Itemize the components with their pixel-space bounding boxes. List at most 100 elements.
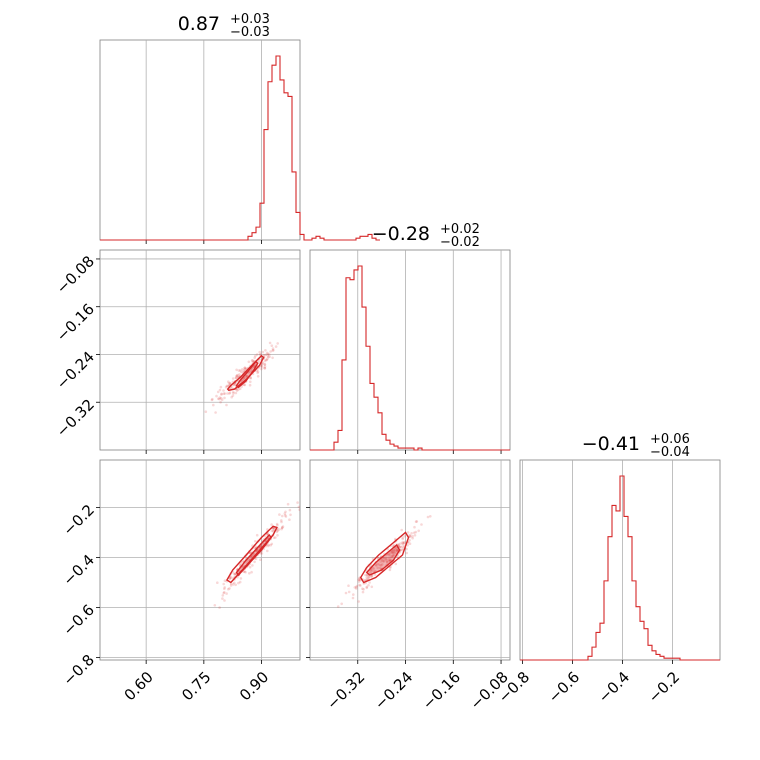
sample-point	[271, 356, 274, 360]
sample-point	[264, 349, 267, 352]
sample-point	[253, 356, 256, 360]
sample-point	[220, 393, 223, 396]
sample-point	[377, 563, 381, 566]
sample-point	[219, 400, 222, 404]
panel-0-0	[99, 39, 301, 244]
sample-point	[239, 370, 243, 374]
sample-point	[222, 392, 226, 396]
sample-point	[223, 587, 226, 591]
sample-point	[253, 540, 257, 543]
sample-point	[385, 560, 389, 564]
sample-point	[370, 575, 374, 578]
sample-point	[414, 530, 418, 534]
sample-point	[371, 569, 374, 572]
sample-point	[228, 391, 232, 394]
sample-point	[218, 388, 222, 392]
sample-point	[223, 591, 226, 594]
sample-point	[251, 359, 254, 362]
sample-point	[223, 396, 226, 400]
sample-point	[409, 535, 412, 539]
sample-point	[380, 558, 383, 562]
sample-point	[365, 573, 369, 577]
sample-point	[357, 600, 361, 603]
sample-point	[289, 513, 292, 517]
sample-point	[231, 377, 235, 380]
sample-point	[269, 350, 272, 353]
sample-point	[219, 396, 223, 400]
sample-point	[354, 585, 358, 589]
sample-point	[266, 532, 269, 536]
sample-point	[249, 376, 252, 380]
sample-point	[228, 587, 231, 590]
sample-point	[413, 525, 416, 529]
sample-point	[401, 542, 404, 545]
sample-point	[268, 353, 271, 356]
sample-point	[230, 395, 233, 399]
sample-point	[220, 392, 223, 396]
sample-point	[243, 366, 247, 370]
sample-point	[401, 542, 405, 545]
sample-point	[223, 586, 226, 589]
sample-point	[272, 527, 276, 530]
sample-point	[394, 562, 398, 566]
sample-point	[426, 515, 430, 519]
histogram-2	[520, 475, 720, 661]
sample-point	[260, 552, 264, 555]
sample-point	[222, 582, 225, 586]
sample-point	[242, 383, 246, 387]
sample-point	[243, 368, 247, 371]
sample-point	[388, 558, 392, 562]
sample-point	[278, 513, 281, 516]
sample-point	[250, 570, 253, 574]
sample-point	[344, 591, 348, 595]
sample-point	[378, 566, 382, 570]
sample-point	[267, 355, 270, 359]
sample-point	[410, 532, 413, 535]
sample-point	[243, 570, 246, 573]
sample-point	[211, 397, 214, 401]
sample-point	[367, 575, 371, 578]
sample-point	[266, 352, 270, 356]
scatter-0-1	[204, 341, 280, 414]
sample-point	[218, 397, 221, 401]
sample-point	[336, 605, 340, 608]
sample-point	[353, 586, 357, 589]
sample-point	[280, 520, 283, 524]
sample-point	[276, 529, 280, 533]
sample-point	[347, 590, 351, 594]
sample-point	[218, 606, 221, 609]
scatter-0-2	[213, 501, 300, 609]
sample-point	[242, 369, 245, 372]
sample-point	[375, 564, 378, 567]
sample-point	[411, 535, 414, 538]
sample-point	[281, 514, 284, 518]
title-lower-error: −0.04	[650, 445, 690, 460]
sample-point	[255, 369, 259, 372]
x-tick-label: −0.2	[645, 668, 683, 706]
sample-point	[357, 578, 360, 581]
x-tick-label: −0.4	[595, 668, 633, 706]
sample-point	[406, 543, 409, 547]
sample-point	[216, 390, 220, 394]
contour-0	[365, 543, 401, 576]
sample-point	[214, 411, 217, 414]
sample-point	[401, 536, 404, 539]
sample-point	[274, 345, 278, 348]
sample-point	[280, 527, 283, 531]
sample-point	[393, 551, 396, 555]
sample-point	[392, 548, 396, 552]
sample-point	[263, 363, 266, 366]
sample-point	[217, 397, 220, 401]
sample-point	[244, 367, 248, 371]
sample-point	[276, 534, 279, 537]
sample-point	[365, 576, 369, 579]
sample-point	[223, 579, 227, 582]
title-upper-error: +0.06	[650, 432, 690, 447]
y-tick-label: −0.24	[53, 348, 98, 393]
sample-point	[236, 373, 239, 377]
sample-point	[227, 382, 231, 385]
sample-point	[243, 383, 247, 387]
sample-point	[237, 581, 240, 585]
sample-point	[288, 508, 292, 512]
sample-point	[260, 363, 264, 366]
